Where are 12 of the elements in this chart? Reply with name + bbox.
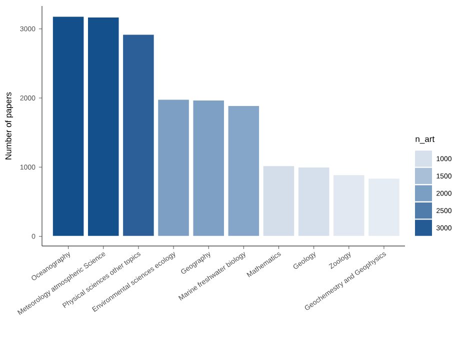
bar [262,165,295,237]
bar [227,105,260,237]
bar [157,98,190,237]
bar [192,100,225,237]
y-axis-title: Number of papers [5,92,14,160]
color-bar-title: n_art [416,136,435,144]
bar [298,166,330,237]
bar [332,174,366,237]
bar [52,16,84,237]
bar [87,16,120,237]
bar [122,34,155,237]
bar [368,178,400,237]
